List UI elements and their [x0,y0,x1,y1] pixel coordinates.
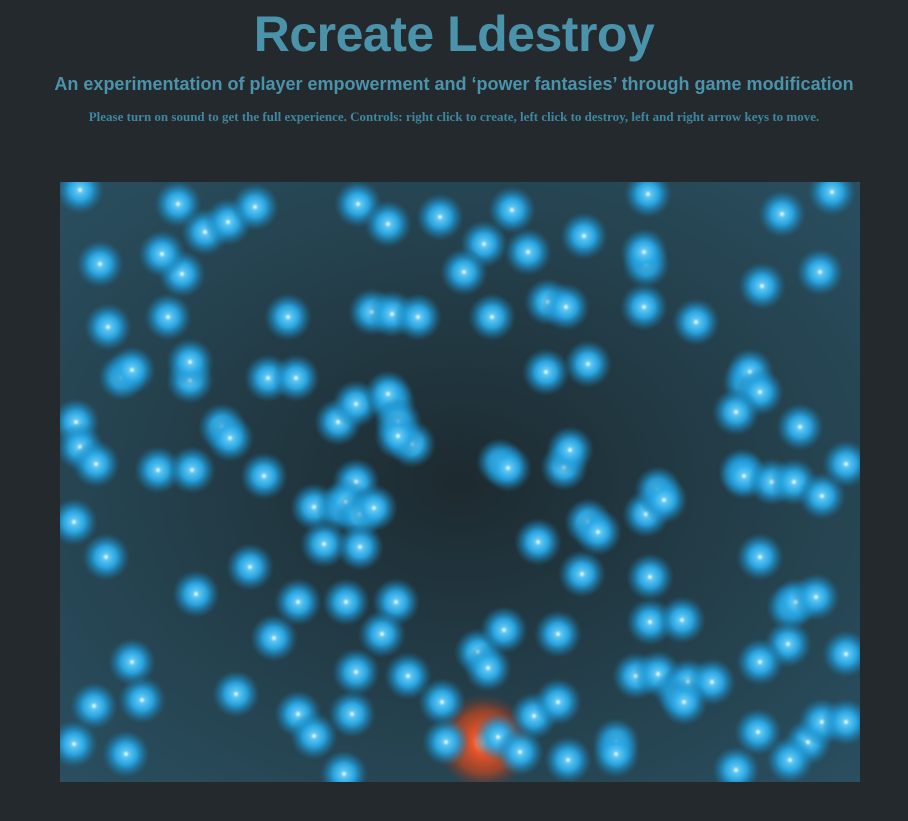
energy-orb[interactable] [134,446,182,494]
energy-orb[interactable] [776,403,824,451]
energy-orb[interactable] [660,678,708,726]
energy-orb[interactable] [212,670,260,718]
energy-orb[interactable] [206,414,254,462]
energy-orb[interactable] [272,354,320,402]
energy-orb[interactable] [172,570,220,618]
energy-orb[interactable] [758,190,806,238]
energy-orb[interactable] [488,186,536,234]
energy-orb[interactable] [558,550,606,598]
energy-orb[interactable] [108,638,156,686]
energy-orb[interactable] [374,412,422,460]
energy-orb[interactable] [290,712,338,760]
energy-orb[interactable] [264,293,312,341]
energy-orb[interactable] [496,728,544,776]
energy-orb[interactable] [416,193,464,241]
energy-orb[interactable] [808,182,856,216]
energy-orb[interactable] [76,240,124,288]
energy-orb[interactable] [384,652,432,700]
energy-orb[interactable] [574,508,622,556]
energy-orb[interactable] [620,283,668,331]
energy-orb[interactable] [336,523,384,571]
energy-orb[interactable] [822,440,860,488]
energy-orb[interactable] [250,614,298,662]
energy-orb[interactable] [626,553,674,601]
energy-orb[interactable] [72,440,120,488]
controls-instructions: Please turn on sound to get the full exp… [88,109,820,124]
energy-orb[interactable] [60,182,104,214]
energy-orb[interactable] [736,533,784,581]
page-title: Rcreate Ldestroy [253,6,655,62]
energy-orb[interactable] [480,606,528,654]
energy-orb[interactable] [522,348,570,396]
energy-orb[interactable] [320,750,368,782]
game-scene[interactable] [60,182,860,782]
energy-orb[interactable] [592,730,640,778]
energy-orb[interactable] [564,340,612,388]
energy-orb[interactable] [168,446,216,494]
energy-orb[interactable] [440,248,488,296]
energy-orb[interactable] [504,228,552,276]
energy-orb[interactable] [60,498,98,546]
energy-orb[interactable] [542,283,590,331]
energy-orb[interactable] [166,338,214,386]
energy-orb[interactable] [274,578,322,626]
energy-orb[interactable] [792,573,840,621]
energy-orb[interactable] [60,720,98,768]
energy-orb[interactable] [350,484,398,532]
energy-orb[interactable] [658,596,706,644]
energy-orb[interactable] [226,543,274,591]
energy-orb[interactable] [322,578,370,626]
energy-orb[interactable] [544,736,592,782]
energy-orb[interactable] [640,476,688,524]
energy-orb[interactable] [231,183,279,231]
energy-orb[interactable] [418,678,466,726]
energy-orb[interactable] [394,293,442,341]
energy-orb[interactable] [514,518,562,566]
energy-orb[interactable] [484,444,532,492]
energy-orb[interactable] [624,182,672,218]
energy-orb[interactable] [672,298,720,346]
energy-orb[interactable] [712,388,760,436]
energy-orb[interactable] [766,736,814,782]
energy-orb[interactable] [822,698,860,746]
energy-orb[interactable] [138,230,186,278]
energy-orb[interactable] [70,682,118,730]
energy-orb[interactable] [534,678,582,726]
energy-orb[interactable] [734,708,782,756]
energy-orb[interactable] [102,730,150,778]
energy-orb[interactable] [468,293,516,341]
game-canvas[interactable] [60,182,860,782]
page-subtitle: An experimentation of player empowerment… [54,74,854,94]
energy-orb[interactable] [240,452,288,500]
energy-orb[interactable] [560,212,608,260]
energy-orb[interactable] [84,303,132,351]
energy-orb[interactable] [364,200,412,248]
energy-orb[interactable] [534,610,582,658]
energy-orb[interactable] [546,426,594,474]
energy-orb[interactable] [328,690,376,738]
energy-orb[interactable] [736,638,784,686]
energy-orb[interactable] [118,676,166,724]
energy-orb[interactable] [144,293,192,341]
energy-orb[interactable] [332,648,380,696]
energy-orb[interactable] [712,746,760,782]
energy-orb[interactable] [796,248,844,296]
energy-orb[interactable] [300,520,348,568]
energy-orb[interactable] [358,610,406,658]
energy-orb[interactable] [108,346,156,394]
energy-orb[interactable] [822,630,860,678]
energy-orb[interactable] [620,228,668,276]
energy-orb[interactable] [422,718,470,766]
energy-orb[interactable] [738,262,786,310]
energy-orb[interactable] [82,533,130,581]
energy-orb[interactable] [464,644,512,692]
